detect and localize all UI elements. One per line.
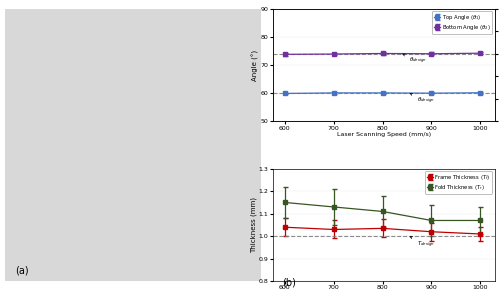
Y-axis label: Angle (°): Angle (°) xyxy=(252,50,259,81)
X-axis label: Laser Scanning Speed (mm/s): Laser Scanning Speed (mm/s) xyxy=(337,132,431,137)
Text: (b): (b) xyxy=(282,277,296,287)
Text: $\theta_{design}$: $\theta_{design}$ xyxy=(403,54,427,66)
Y-axis label: Thickness (mm): Thickness (mm) xyxy=(250,197,257,253)
Legend: Frame Thickness ($T_f$), Fold Thickness ($T_r$): Frame Thickness ($T_f$), Fold Thickness … xyxy=(425,171,492,193)
Text: $T_{design}$: $T_{design}$ xyxy=(410,237,434,250)
Text: $\theta_{design}$: $\theta_{design}$ xyxy=(410,93,434,106)
Legend: Top Angle ($\theta_1$), Bottom Angle ($\theta_2$): Top Angle ($\theta_1$), Bottom Angle ($\… xyxy=(432,11,492,34)
Text: (a): (a) xyxy=(15,266,29,276)
